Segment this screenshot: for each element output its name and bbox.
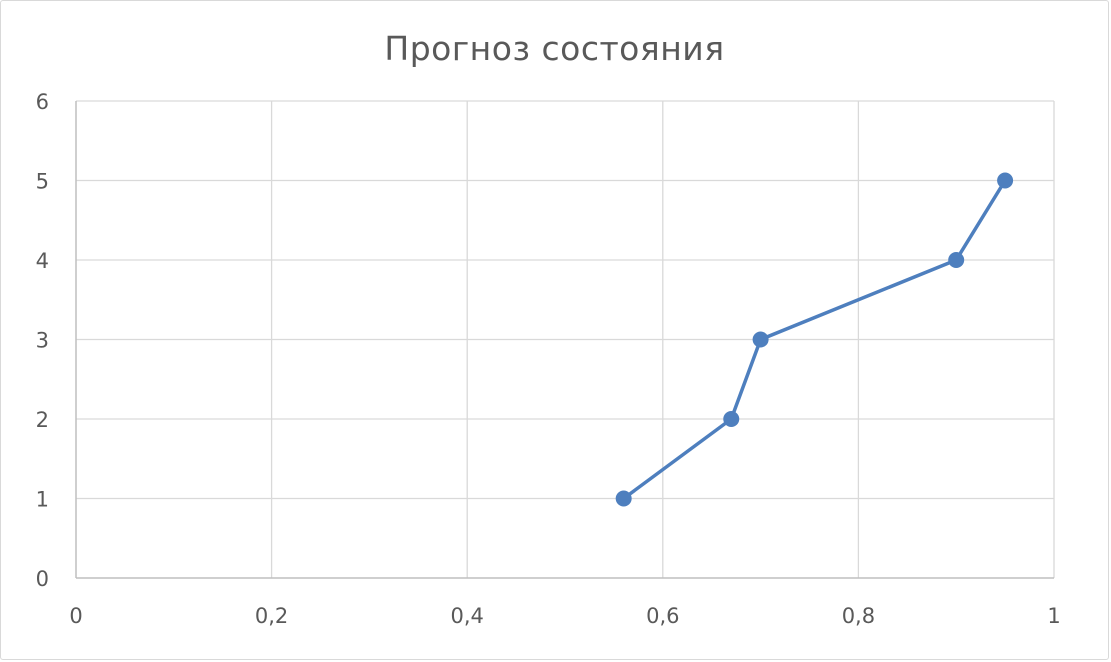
data-point xyxy=(752,331,769,348)
y-tick-label: 6 xyxy=(36,90,49,114)
y-tick-label: 4 xyxy=(36,249,49,273)
x-tick-label: 0 xyxy=(69,604,82,628)
data-point xyxy=(615,490,632,507)
data-point xyxy=(997,172,1014,189)
y-tick-label: 3 xyxy=(36,329,49,353)
y-tick-label: 2 xyxy=(36,408,49,432)
y-tick-label: 0 xyxy=(36,567,49,591)
x-tick-label: 0,4 xyxy=(450,604,483,628)
chart-title: Прогноз состояния xyxy=(384,29,725,68)
x-tick-label: 0,8 xyxy=(842,604,875,628)
y-tick-label: 1 xyxy=(36,488,49,512)
x-tick-label: 0,2 xyxy=(255,604,288,628)
data-point xyxy=(948,252,965,268)
y-tick-label: 5 xyxy=(36,170,49,194)
x-tick-label: 1 xyxy=(1047,604,1060,628)
x-tick-label: 0,6 xyxy=(646,604,679,628)
data-point xyxy=(723,411,740,427)
